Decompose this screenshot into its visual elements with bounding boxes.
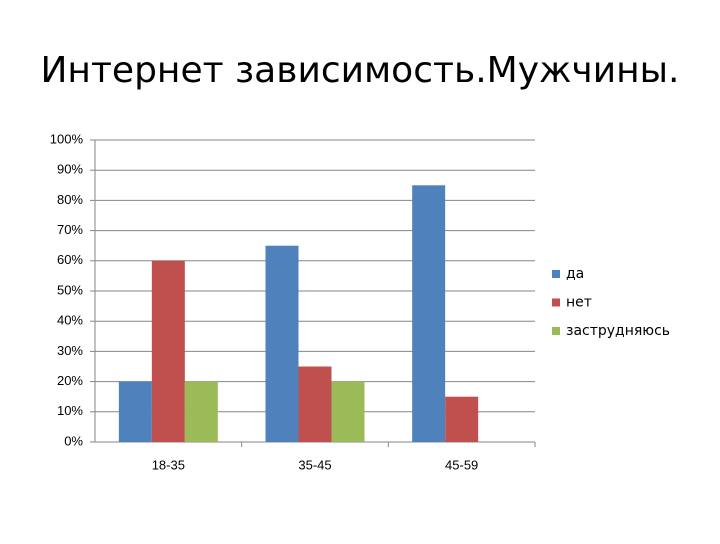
bar [412,185,446,443]
legend-label: нет [566,295,592,311]
bar [331,381,365,442]
legend-swatch [552,327,560,335]
y-tick-label: 90% [57,162,83,177]
x-tick-label: 45-59 [445,457,478,472]
y-tick-label: 0% [64,433,83,448]
y-tick-label: 20% [57,373,83,388]
y-tick-label: 10% [57,403,83,418]
y-tick-label: 100% [50,131,84,146]
legend-label: заструдняюсь [566,323,670,339]
x-tick-label: 18-35 [152,457,185,472]
y-tick-label: 40% [57,313,83,328]
bar [445,396,479,442]
x-tick-label: 35-45 [298,457,331,472]
bar [265,245,299,442]
legend-label: да [566,266,584,282]
legend-swatch [552,298,560,307]
bar [118,381,152,442]
y-tick-label: 30% [57,343,83,358]
bar [151,260,185,442]
y-tick-label: 80% [57,192,83,207]
chart-title: Интернет зависимость.Мужчины. [40,50,679,91]
legend-swatch [552,270,560,278]
y-tick-label: 70% [57,222,83,237]
y-tick-label: 50% [57,282,83,297]
bar [298,366,332,442]
bar [184,381,218,442]
y-tick-label: 60% [57,252,83,267]
